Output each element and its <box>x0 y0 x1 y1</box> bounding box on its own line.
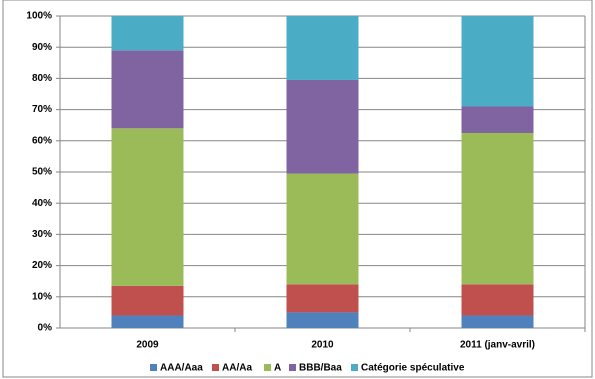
bar-segment <box>286 173 359 285</box>
legend-label: AAA/Aaa <box>160 363 203 374</box>
bar-segment <box>111 128 184 286</box>
y-tick-label: 40% <box>32 198 52 209</box>
legend-swatch <box>351 364 358 371</box>
y-tick-label: 30% <box>32 229 52 240</box>
legend-label: Catégorie spéculative <box>361 363 465 374</box>
bar-segment <box>286 79 359 174</box>
legend-swatch <box>289 364 296 371</box>
bar-segment <box>461 315 534 328</box>
bar-segment <box>111 315 184 328</box>
y-tick-label: 90% <box>32 42 52 53</box>
y-tick-label: 20% <box>32 260 52 271</box>
x-tick-label: 2009 <box>136 340 159 351</box>
bar-segment <box>461 284 534 316</box>
y-tick-label: 80% <box>32 73 52 84</box>
y-tick-label: 50% <box>32 167 52 178</box>
y-tick-label: 100% <box>26 11 52 22</box>
legend-swatch <box>212 364 219 371</box>
bar-segment <box>111 285 184 316</box>
legend-swatch <box>150 364 157 371</box>
bar-segment <box>111 16 184 51</box>
bar-segment <box>461 106 534 133</box>
legend-swatch <box>264 364 271 371</box>
legend-label: BBB/Baa <box>299 363 342 374</box>
bar-segment <box>111 50 184 129</box>
y-tick-label: 10% <box>32 291 52 302</box>
bar-segment <box>286 284 359 313</box>
x-tick-label: 2010 <box>311 340 334 351</box>
y-tick-label: 0% <box>38 323 53 334</box>
bar-segment <box>461 133 534 285</box>
legend-label: AA/Aa <box>222 363 252 374</box>
legend-label: A <box>274 363 281 374</box>
y-tick-label: 70% <box>32 104 52 115</box>
bar-segment <box>461 16 534 107</box>
y-tick-label: 60% <box>32 135 52 146</box>
x-tick-label: 2011 (janv-avril) <box>460 340 535 351</box>
bar-segment <box>286 312 359 328</box>
bar-segment <box>286 16 359 80</box>
